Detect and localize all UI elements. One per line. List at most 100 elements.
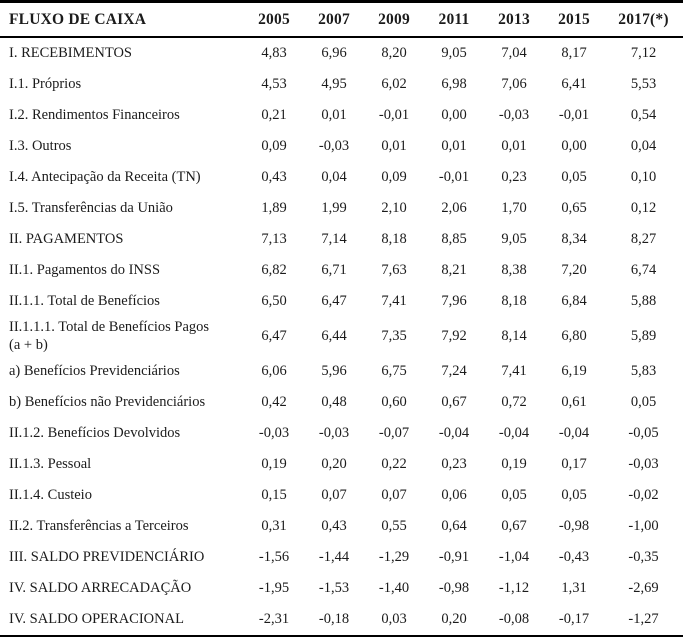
cell-value: 0,03	[381, 611, 407, 628]
column-header-year: 2007	[304, 1, 364, 38]
cell-value: 0,05	[630, 394, 657, 411]
cell-value: 0,15	[261, 487, 287, 504]
cell-value: 7,06	[501, 75, 527, 92]
cell-value: 0,01	[441, 137, 467, 154]
row-label: II.2. Transferências a Terceiros	[9, 518, 189, 535]
cell-value: 0,54	[630, 106, 657, 123]
cell-value: -0,08	[498, 611, 530, 628]
cell-value: 5,96	[321, 363, 347, 380]
cell-value: 0,55	[381, 518, 407, 535]
row-label: I.2. Rendimentos Financeiros	[9, 106, 180, 123]
cell-value: 0,17	[561, 456, 587, 473]
table-row: II.1. Pagamentos do INSS 6,82 6,71 7,63 8,21…	[0, 255, 683, 286]
cell-value: 1,89	[261, 199, 287, 216]
table-row: I.4. Antecipação da Receita (TN) 0,43 0,04…	[0, 162, 683, 193]
cell-value: 8,18	[501, 292, 527, 309]
cell-value: 7,04	[501, 44, 527, 61]
table-row: II.1.3. Pessoal 0,19 0,20 0,22 0,23 0,19 0,17 -…	[0, 449, 683, 480]
cell-value: 0,06	[441, 487, 467, 504]
cell-value: 7,24	[441, 363, 467, 380]
cell-value: 8,18	[381, 230, 407, 247]
cell-value: -0,05	[628, 425, 659, 442]
cell-value: 0,67	[441, 394, 467, 411]
cell-value: 0,61	[561, 394, 587, 411]
table-row: III. SALDO PREVIDENCIÁRIO -1,56 -1,44 -1,29…	[0, 542, 683, 573]
table-row: I. RECEBIMENTOS 4,83 6,96 8,20 9,05 7,04 8,17 7…	[0, 37, 683, 69]
cell-value: -0,98	[558, 518, 590, 535]
cell-value: -1,12	[498, 580, 530, 597]
table-body: I. RECEBIMENTOS 4,83 6,96 8,20 9,05 7,04 8,17 7…	[0, 37, 683, 636]
cell-value: 0,23	[501, 168, 527, 185]
cell-value: -1,53	[318, 580, 350, 597]
cell-value: 6,82	[261, 261, 287, 278]
cell-value: 5,88	[630, 292, 657, 309]
cell-value: 8,14	[501, 327, 527, 344]
cell-value: 6,44	[321, 327, 347, 344]
cell-value: -1,56	[258, 549, 290, 566]
cell-value: 8,27	[630, 230, 657, 247]
cell-value: -0,03	[318, 137, 350, 154]
cell-value: 7,63	[381, 261, 407, 278]
table-row: IV. SALDO ARRECADAÇÃO -1,95 -1,53 -1,40 -0,9…	[0, 573, 683, 604]
table-row: II.1.1. Total de Benefícios 6,50 6,47 7,41 7…	[0, 286, 683, 317]
cell-value: -1,27	[628, 611, 659, 628]
cell-value: 5,83	[630, 363, 657, 380]
cell-value: 0,07	[321, 487, 347, 504]
cell-value: 4,83	[261, 44, 287, 61]
row-label: II.1.1.1. Total de Benefícios Pagos (a +…	[9, 319, 210, 353]
row-label: IV. SALDO OPERACIONAL	[9, 611, 184, 628]
cell-value: -1,04	[498, 549, 530, 566]
cell-value: 1,99	[321, 199, 347, 216]
cell-value: -2,69	[628, 580, 659, 597]
cell-value: 7,96	[441, 292, 467, 309]
table-row: IV. SALDO OPERACIONAL -2,31 -0,18 0,03 0,20 -…	[0, 604, 683, 636]
cell-value: 6,02	[381, 75, 407, 92]
cell-value: 8,17	[561, 44, 587, 61]
cell-value: -1,00	[628, 518, 659, 535]
cell-value: -0,04	[558, 425, 590, 442]
cell-value: 0,19	[261, 456, 287, 473]
cell-value: 6,84	[561, 292, 587, 309]
cell-value: 0,10	[630, 168, 657, 185]
cell-value: 1,70	[501, 199, 527, 216]
cell-value: 6,19	[561, 363, 587, 380]
cell-value: -0,17	[558, 611, 590, 628]
cell-value: -0,91	[438, 549, 470, 566]
cell-value: 7,20	[561, 261, 587, 278]
cell-value: -0,04	[438, 425, 470, 442]
row-label: b) Benefícios não Previdenciários	[9, 394, 206, 411]
table-row: I.2. Rendimentos Financeiros 0,21 0,01 -0,0…	[0, 100, 683, 131]
cell-value: -1,44	[318, 549, 350, 566]
cell-value: -1,29	[378, 549, 410, 566]
cell-value: 7,41	[381, 292, 407, 309]
table-row: II.2. Transferências a Terceiros 0,31 0,43…	[0, 511, 683, 542]
cell-value: -0,03	[628, 456, 659, 473]
cell-value: 7,41	[501, 363, 527, 380]
column-header-year: 2011	[424, 1, 484, 38]
table-title: FLUXO DE CAIXA	[0, 1, 244, 38]
cell-value: 4,95	[321, 75, 347, 92]
cell-value: 7,13	[261, 230, 287, 247]
cell-value: 1,31	[561, 580, 587, 597]
cell-value: -2,31	[258, 611, 290, 628]
table-row: II. PAGAMENTOS 7,13 7,14 8,18 8,85 9,05 8,34 8,…	[0, 224, 683, 255]
cell-value: 0,01	[501, 137, 527, 154]
cell-value: -0,01	[558, 106, 590, 123]
cell-value: -0,01	[438, 168, 470, 185]
column-header-year: 2017(*)	[604, 1, 683, 38]
cell-value: -0,35	[628, 549, 659, 566]
cell-value: -0,02	[628, 487, 659, 504]
cell-value: 0,00	[561, 137, 587, 154]
cell-value: 7,92	[441, 327, 467, 344]
table-row: I.1. Próprios 4,53 4,95 6,02 6,98 7,06 6,41 5,5…	[0, 69, 683, 100]
cell-value: 0,07	[381, 487, 407, 504]
cell-value: 0,04	[321, 168, 347, 185]
row-label: II.1.4. Custeio	[9, 487, 92, 504]
cell-value: -0,03	[318, 425, 350, 442]
cell-value: 6,75	[381, 363, 407, 380]
table-row: II.1.2. Benefícios Devolvidos -0,03 -0,03 -…	[0, 418, 683, 449]
cell-value: 9,05	[501, 230, 527, 247]
cell-value: 0,01	[321, 106, 347, 123]
row-label: I.3. Outros	[9, 137, 72, 154]
